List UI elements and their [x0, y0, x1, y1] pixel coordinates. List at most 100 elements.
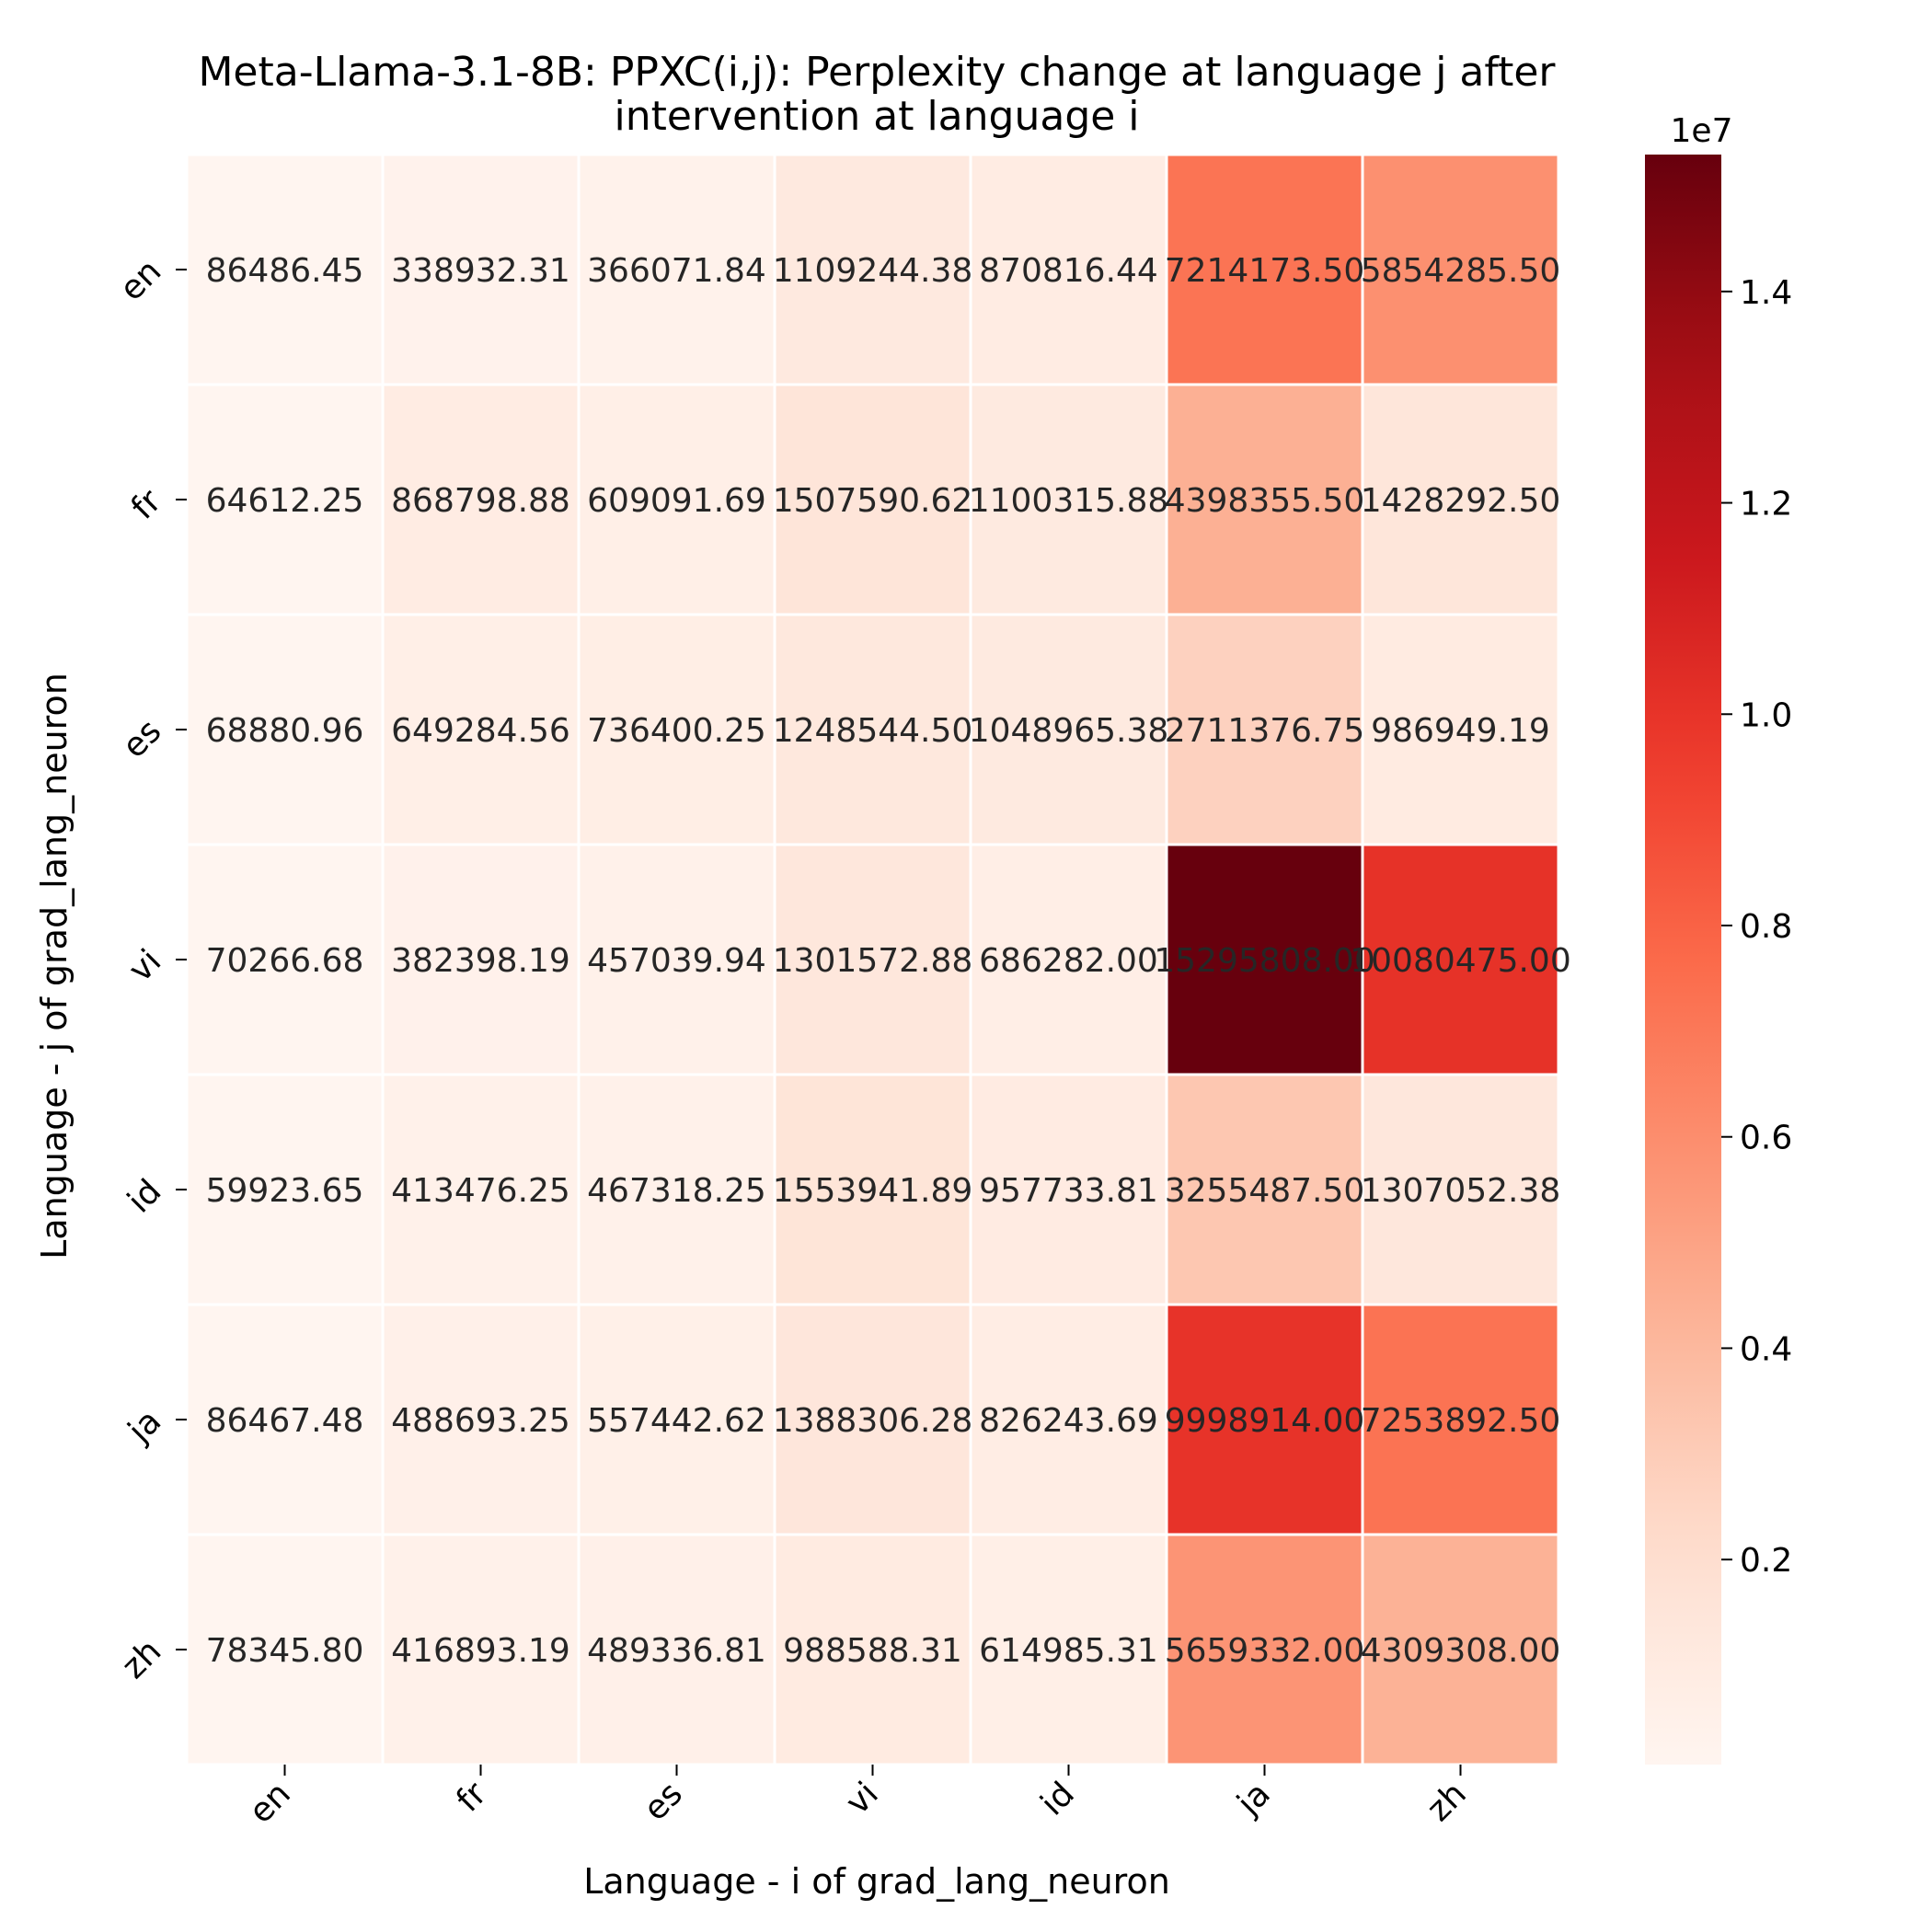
cell-value-label: 826243.69	[979, 1402, 1158, 1440]
cell-value-label: 1248544.50	[773, 712, 973, 750]
cell-value-label: 413476.25	[391, 1172, 570, 1210]
cell-value-label: 868798.88	[391, 482, 570, 520]
x-tick-label: fr	[449, 1775, 494, 1820]
x-tick-label: es	[637, 1775, 690, 1828]
cell-value-label: 457039.94	[587, 942, 766, 980]
colorbar-offset-text: 1e7	[1671, 112, 1733, 150]
heatmap-cell	[1165, 613, 1364, 846]
heatmap-cell	[1361, 843, 1560, 1076]
x-axis-label: Language - i of grad_lang_neuron	[583, 1861, 1170, 1902]
y-tick-label: es	[115, 712, 168, 765]
cell-value-label: 338932.31	[391, 252, 570, 290]
y-tick-label: en	[113, 252, 169, 308]
heatmap-cell	[185, 1073, 385, 1306]
heatmap-cell	[1165, 383, 1364, 616]
heatmap-cell	[577, 1303, 776, 1536]
cell-value-label: 649284.56	[391, 712, 570, 750]
cell-value-label: 686282.00	[979, 942, 1158, 980]
heatmap-cell-labels: 86486.45 338932.31 366071.84 1109244.38 8708…	[206, 252, 1571, 1670]
heatmap-cell	[381, 843, 581, 1076]
cell-value-label: 988588.31	[783, 1632, 962, 1670]
heatmap-cell	[185, 843, 385, 1076]
heatmap-cell	[577, 1073, 776, 1306]
heatmap-cell	[773, 153, 972, 386]
heatmap-cell	[969, 1303, 1168, 1536]
heatmap-cell	[969, 613, 1168, 846]
cell-value-label: 86467.48	[206, 1402, 364, 1440]
cell-value-label: 4309308.00	[1361, 1632, 1561, 1670]
colorbar-tick-label: 0.6	[1740, 1120, 1792, 1157]
cell-value-label: 1301572.88	[773, 942, 973, 980]
colorbar-tick-label: 0.4	[1740, 1330, 1792, 1368]
x-tick-label: vi	[839, 1775, 886, 1822]
cell-value-label: 489336.81	[587, 1632, 766, 1670]
y-tick-label: vi	[121, 942, 168, 989]
y-tick-label: fr	[124, 482, 169, 527]
heatmap-cell	[381, 153, 581, 386]
cell-value-label: 9998914.00	[1165, 1402, 1365, 1440]
colorbar-gradient	[1645, 155, 1721, 1765]
cell-value-label: 1048965.38	[969, 712, 1169, 750]
cell-value-label: 736400.25	[587, 712, 766, 750]
cell-value-label: 7253892.50	[1361, 1402, 1561, 1440]
heatmap-cell	[577, 383, 776, 616]
heatmap-cell	[577, 1533, 776, 1766]
cell-value-label: 15295808.00	[1154, 942, 1375, 980]
heatmap-cell	[381, 613, 581, 846]
colorbar-tick-label: 1.2	[1740, 486, 1792, 523]
y-tick-label: zh	[115, 1632, 168, 1685]
heatmap-cell	[773, 1533, 972, 1766]
y-tick-label: ja	[121, 1402, 168, 1450]
chart-title-line: intervention at language i	[614, 93, 1139, 140]
x-axis-ticks: en fr es vi id ja zh	[242, 1765, 1474, 1831]
heatmap-cell	[1361, 613, 1560, 846]
y-axis-ticks: en fr es vi id ja zh	[113, 252, 187, 1686]
cell-value-label: 366071.84	[587, 252, 766, 290]
cell-value-label: 3255487.50	[1165, 1172, 1365, 1210]
cell-value-label: 382398.19	[391, 942, 570, 980]
heatmap-cell	[773, 843, 972, 1076]
cell-value-label: 986949.19	[1371, 712, 1550, 750]
chart-title: Meta-Llama-3.1-8B: PPXC(i,j): Perplexity…	[198, 49, 1556, 140]
colorbar-tick-label: 1.4	[1740, 274, 1792, 312]
cell-value-label: 7214173.50	[1165, 252, 1365, 290]
heatmap-cell	[1361, 1303, 1560, 1536]
cell-value-label: 64612.25	[206, 482, 364, 520]
heatmap-cell	[1165, 153, 1364, 386]
colorbar-tick-label: 1.0	[1740, 696, 1792, 734]
cell-value-label: 957733.81	[979, 1172, 1158, 1210]
x-tick-label: id	[1034, 1775, 1082, 1823]
x-tick-label: en	[242, 1775, 298, 1831]
heatmap-cell	[969, 153, 1168, 386]
y-tick-label: id	[121, 1172, 168, 1220]
cell-value-label: 70266.68	[206, 942, 364, 980]
x-tick-label: zh	[1420, 1775, 1473, 1828]
cell-value-label: 1109244.38	[773, 252, 973, 290]
cell-value-label: 609091.69	[587, 482, 766, 520]
heatmap-cells	[185, 153, 1560, 1766]
y-axis-label: Language - j of grad_lang_neuron	[34, 673, 75, 1259]
colorbar-tick-label: 0.8	[1740, 908, 1792, 946]
cell-value-label: 4398355.50	[1165, 482, 1365, 520]
heatmap-cell	[1361, 1073, 1560, 1306]
heatmap-cell	[969, 383, 1168, 616]
cell-value-label: 416893.19	[391, 1632, 570, 1670]
x-tick-label: ja	[1229, 1775, 1277, 1823]
cell-value-label: 614985.31	[979, 1632, 1158, 1670]
cell-value-label: 870816.44	[979, 252, 1158, 290]
heatmap-cell	[773, 1303, 972, 1536]
cell-value-label: 557442.62	[587, 1402, 766, 1440]
heatmap-cell	[577, 153, 776, 386]
heatmap-cell	[1165, 843, 1364, 1076]
cell-value-label: 2711376.75	[1165, 712, 1365, 750]
cell-value-label: 10080475.00	[1350, 942, 1571, 980]
cell-value-label: 86486.45	[206, 252, 364, 290]
cell-value-label: 1507590.62	[773, 482, 973, 520]
colorbar: 1e7 0.2 0.4 0.6 0.8 1.0 1.2 1.4	[1645, 112, 1792, 1765]
heatmap-cell	[969, 1533, 1168, 1766]
cell-value-label: 5854285.50	[1361, 252, 1561, 290]
colorbar-tick-label: 0.2	[1740, 1542, 1792, 1580]
cell-value-label: 467318.25	[587, 1172, 766, 1210]
